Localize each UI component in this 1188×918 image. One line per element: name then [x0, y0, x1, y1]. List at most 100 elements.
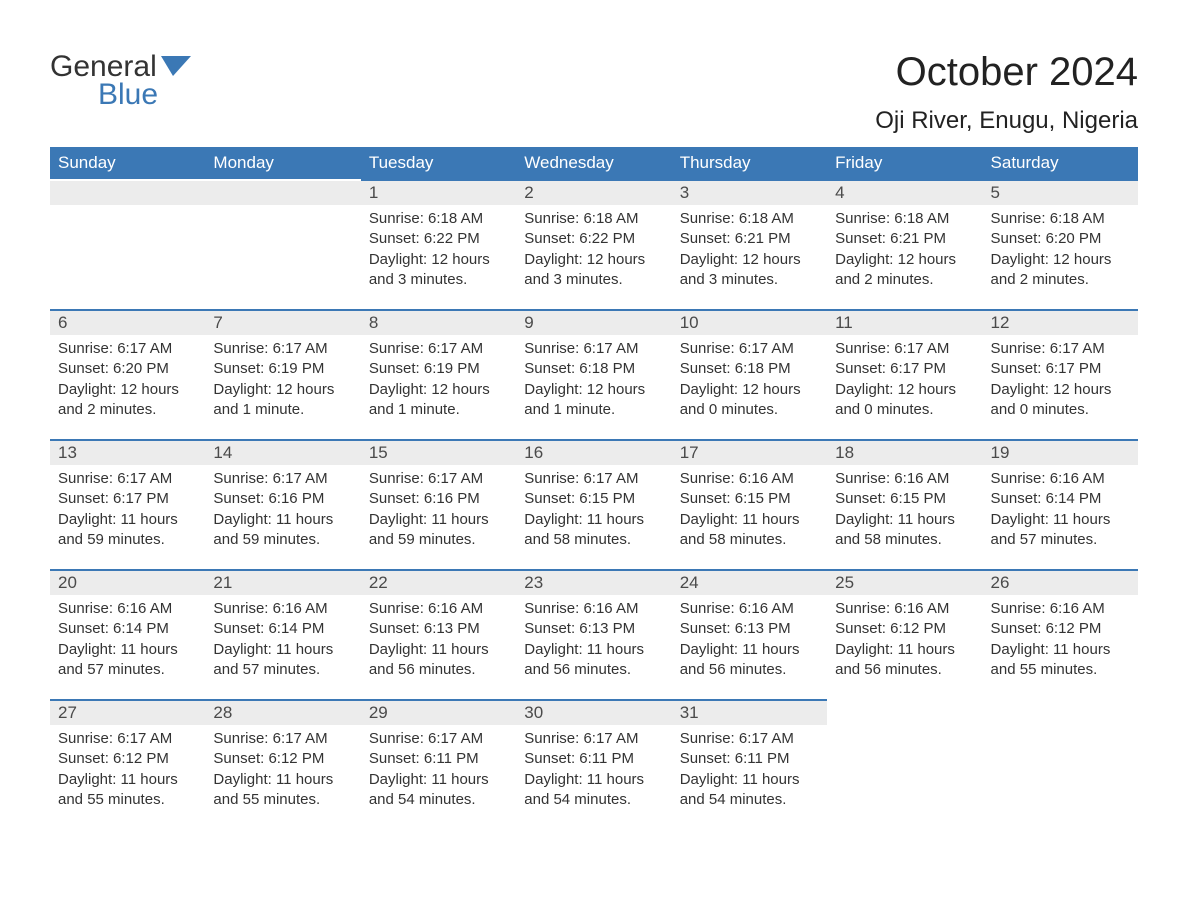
- day-body: Sunrise: 6:16 AMSunset: 6:13 PMDaylight:…: [361, 595, 516, 694]
- day-number: 8: [361, 311, 516, 335]
- day-cell: 7Sunrise: 6:17 AMSunset: 6:19 PMDaylight…: [205, 309, 360, 439]
- day-cell: 18Sunrise: 6:16 AMSunset: 6:15 PMDayligh…: [827, 439, 982, 569]
- sunrise-line: Sunrise: 6:18 AM: [991, 209, 1130, 229]
- weekday-header: Saturday: [983, 147, 1138, 179]
- flag-icon: [161, 56, 191, 81]
- daylight-line: Daylight: 11 hours and 57 minutes.: [213, 640, 352, 681]
- daylight-line: Daylight: 12 hours and 0 minutes.: [680, 380, 819, 421]
- sunrise-line: Sunrise: 6:16 AM: [991, 599, 1130, 619]
- week-row: 1Sunrise: 6:18 AMSunset: 6:22 PMDaylight…: [50, 179, 1138, 309]
- day-cell: 12Sunrise: 6:17 AMSunset: 6:17 PMDayligh…: [983, 309, 1138, 439]
- daylight-line: Daylight: 11 hours and 55 minutes.: [991, 640, 1130, 681]
- day-body: Sunrise: 6:16 AMSunset: 6:14 PMDaylight:…: [983, 465, 1138, 564]
- daylight-line: Daylight: 12 hours and 2 minutes.: [58, 380, 197, 421]
- daylight-line: Daylight: 11 hours and 58 minutes.: [524, 510, 663, 551]
- daylight-line: Daylight: 12 hours and 3 minutes.: [680, 250, 819, 291]
- sunrise-line: Sunrise: 6:18 AM: [835, 209, 974, 229]
- sunrise-line: Sunrise: 6:16 AM: [524, 599, 663, 619]
- week-row: 6Sunrise: 6:17 AMSunset: 6:20 PMDaylight…: [50, 309, 1138, 439]
- sunset-line: Sunset: 6:12 PM: [58, 749, 197, 769]
- day-body: Sunrise: 6:18 AMSunset: 6:21 PMDaylight:…: [672, 205, 827, 304]
- day-number: 25: [827, 571, 982, 595]
- day-number: 18: [827, 441, 982, 465]
- sunrise-line: Sunrise: 6:17 AM: [213, 469, 352, 489]
- weeks-container: 1Sunrise: 6:18 AMSunset: 6:22 PMDaylight…: [50, 179, 1138, 829]
- sunrise-line: Sunrise: 6:16 AM: [213, 599, 352, 619]
- day-cell: 21Sunrise: 6:16 AMSunset: 6:14 PMDayligh…: [205, 569, 360, 699]
- day-number: 1: [361, 181, 516, 205]
- sunset-line: Sunset: 6:17 PM: [58, 489, 197, 509]
- weekday-header: Thursday: [672, 147, 827, 179]
- day-cell: 8Sunrise: 6:17 AMSunset: 6:19 PMDaylight…: [361, 309, 516, 439]
- calendar: SundayMondayTuesdayWednesdayThursdayFrid…: [50, 147, 1138, 829]
- daylight-line: Daylight: 11 hours and 56 minutes.: [680, 640, 819, 681]
- day-body: Sunrise: 6:18 AMSunset: 6:22 PMDaylight:…: [361, 205, 516, 304]
- sunset-line: Sunset: 6:20 PM: [58, 359, 197, 379]
- daylight-line: Daylight: 11 hours and 59 minutes.: [58, 510, 197, 551]
- sunset-line: Sunset: 6:11 PM: [680, 749, 819, 769]
- day-cell: 1Sunrise: 6:18 AMSunset: 6:22 PMDaylight…: [361, 179, 516, 309]
- sunset-line: Sunset: 6:17 PM: [991, 359, 1130, 379]
- sunrise-line: Sunrise: 6:16 AM: [58, 599, 197, 619]
- day-cell: 31Sunrise: 6:17 AMSunset: 6:11 PMDayligh…: [672, 699, 827, 829]
- day-body: Sunrise: 6:17 AMSunset: 6:17 PMDaylight:…: [827, 335, 982, 434]
- sunrise-line: Sunrise: 6:18 AM: [680, 209, 819, 229]
- day-body: Sunrise: 6:18 AMSunset: 6:21 PMDaylight:…: [827, 205, 982, 304]
- day-cell: 15Sunrise: 6:17 AMSunset: 6:16 PMDayligh…: [361, 439, 516, 569]
- sunset-line: Sunset: 6:15 PM: [524, 489, 663, 509]
- sunrise-line: Sunrise: 6:16 AM: [680, 469, 819, 489]
- logo: General Blue: [50, 50, 191, 112]
- day-cell: [205, 179, 360, 309]
- sunrise-line: Sunrise: 6:16 AM: [680, 599, 819, 619]
- weekday-header: Sunday: [50, 147, 205, 179]
- day-body: Sunrise: 6:16 AMSunset: 6:12 PMDaylight:…: [827, 595, 982, 694]
- sunset-line: Sunset: 6:19 PM: [213, 359, 352, 379]
- day-number: 16: [516, 441, 671, 465]
- sunrise-line: Sunrise: 6:17 AM: [991, 339, 1130, 359]
- week-row: 27Sunrise: 6:17 AMSunset: 6:12 PMDayligh…: [50, 699, 1138, 829]
- day-number: 6: [50, 311, 205, 335]
- day-cell: [50, 179, 205, 309]
- day-cell: 29Sunrise: 6:17 AMSunset: 6:11 PMDayligh…: [361, 699, 516, 829]
- day-body: Sunrise: 6:17 AMSunset: 6:11 PMDaylight:…: [516, 725, 671, 824]
- sunset-line: Sunset: 6:14 PM: [58, 619, 197, 639]
- daylight-line: Daylight: 11 hours and 54 minutes.: [369, 770, 508, 811]
- sunrise-line: Sunrise: 6:17 AM: [524, 729, 663, 749]
- day-cell: 4Sunrise: 6:18 AMSunset: 6:21 PMDaylight…: [827, 179, 982, 309]
- day-number: 31: [672, 701, 827, 725]
- day-cell: 25Sunrise: 6:16 AMSunset: 6:12 PMDayligh…: [827, 569, 982, 699]
- location: Oji River, Enugu, Nigeria: [875, 107, 1138, 135]
- day-cell: 24Sunrise: 6:16 AMSunset: 6:13 PMDayligh…: [672, 569, 827, 699]
- day-number: 24: [672, 571, 827, 595]
- day-cell: 2Sunrise: 6:18 AMSunset: 6:22 PMDaylight…: [516, 179, 671, 309]
- sunset-line: Sunset: 6:11 PM: [524, 749, 663, 769]
- day-cell: 17Sunrise: 6:16 AMSunset: 6:15 PMDayligh…: [672, 439, 827, 569]
- sunset-line: Sunset: 6:12 PM: [835, 619, 974, 639]
- day-body: Sunrise: 6:17 AMSunset: 6:18 PMDaylight:…: [672, 335, 827, 434]
- day-number: 4: [827, 181, 982, 205]
- daylight-line: Daylight: 11 hours and 55 minutes.: [58, 770, 197, 811]
- sunset-line: Sunset: 6:14 PM: [213, 619, 352, 639]
- day-number: 28: [205, 701, 360, 725]
- weekday-header: Tuesday: [361, 147, 516, 179]
- sunrise-line: Sunrise: 6:17 AM: [835, 339, 974, 359]
- day-body: Sunrise: 6:18 AMSunset: 6:20 PMDaylight:…: [983, 205, 1138, 304]
- day-cell: 27Sunrise: 6:17 AMSunset: 6:12 PMDayligh…: [50, 699, 205, 829]
- daylight-line: Daylight: 11 hours and 54 minutes.: [524, 770, 663, 811]
- day-cell: 28Sunrise: 6:17 AMSunset: 6:12 PMDayligh…: [205, 699, 360, 829]
- day-number: 23: [516, 571, 671, 595]
- weekday-header: Friday: [827, 147, 982, 179]
- sunset-line: Sunset: 6:19 PM: [369, 359, 508, 379]
- day-number: 20: [50, 571, 205, 595]
- day-cell: 13Sunrise: 6:17 AMSunset: 6:17 PMDayligh…: [50, 439, 205, 569]
- sunrise-line: Sunrise: 6:17 AM: [369, 469, 508, 489]
- day-cell: [827, 699, 982, 829]
- day-number: 27: [50, 701, 205, 725]
- day-cell: 9Sunrise: 6:17 AMSunset: 6:18 PMDaylight…: [516, 309, 671, 439]
- day-number: 19: [983, 441, 1138, 465]
- day-number: 13: [50, 441, 205, 465]
- day-body: Sunrise: 6:17 AMSunset: 6:15 PMDaylight:…: [516, 465, 671, 564]
- day-body: Sunrise: 6:17 AMSunset: 6:16 PMDaylight:…: [205, 465, 360, 564]
- sunrise-line: Sunrise: 6:17 AM: [58, 339, 197, 359]
- day-number: 29: [361, 701, 516, 725]
